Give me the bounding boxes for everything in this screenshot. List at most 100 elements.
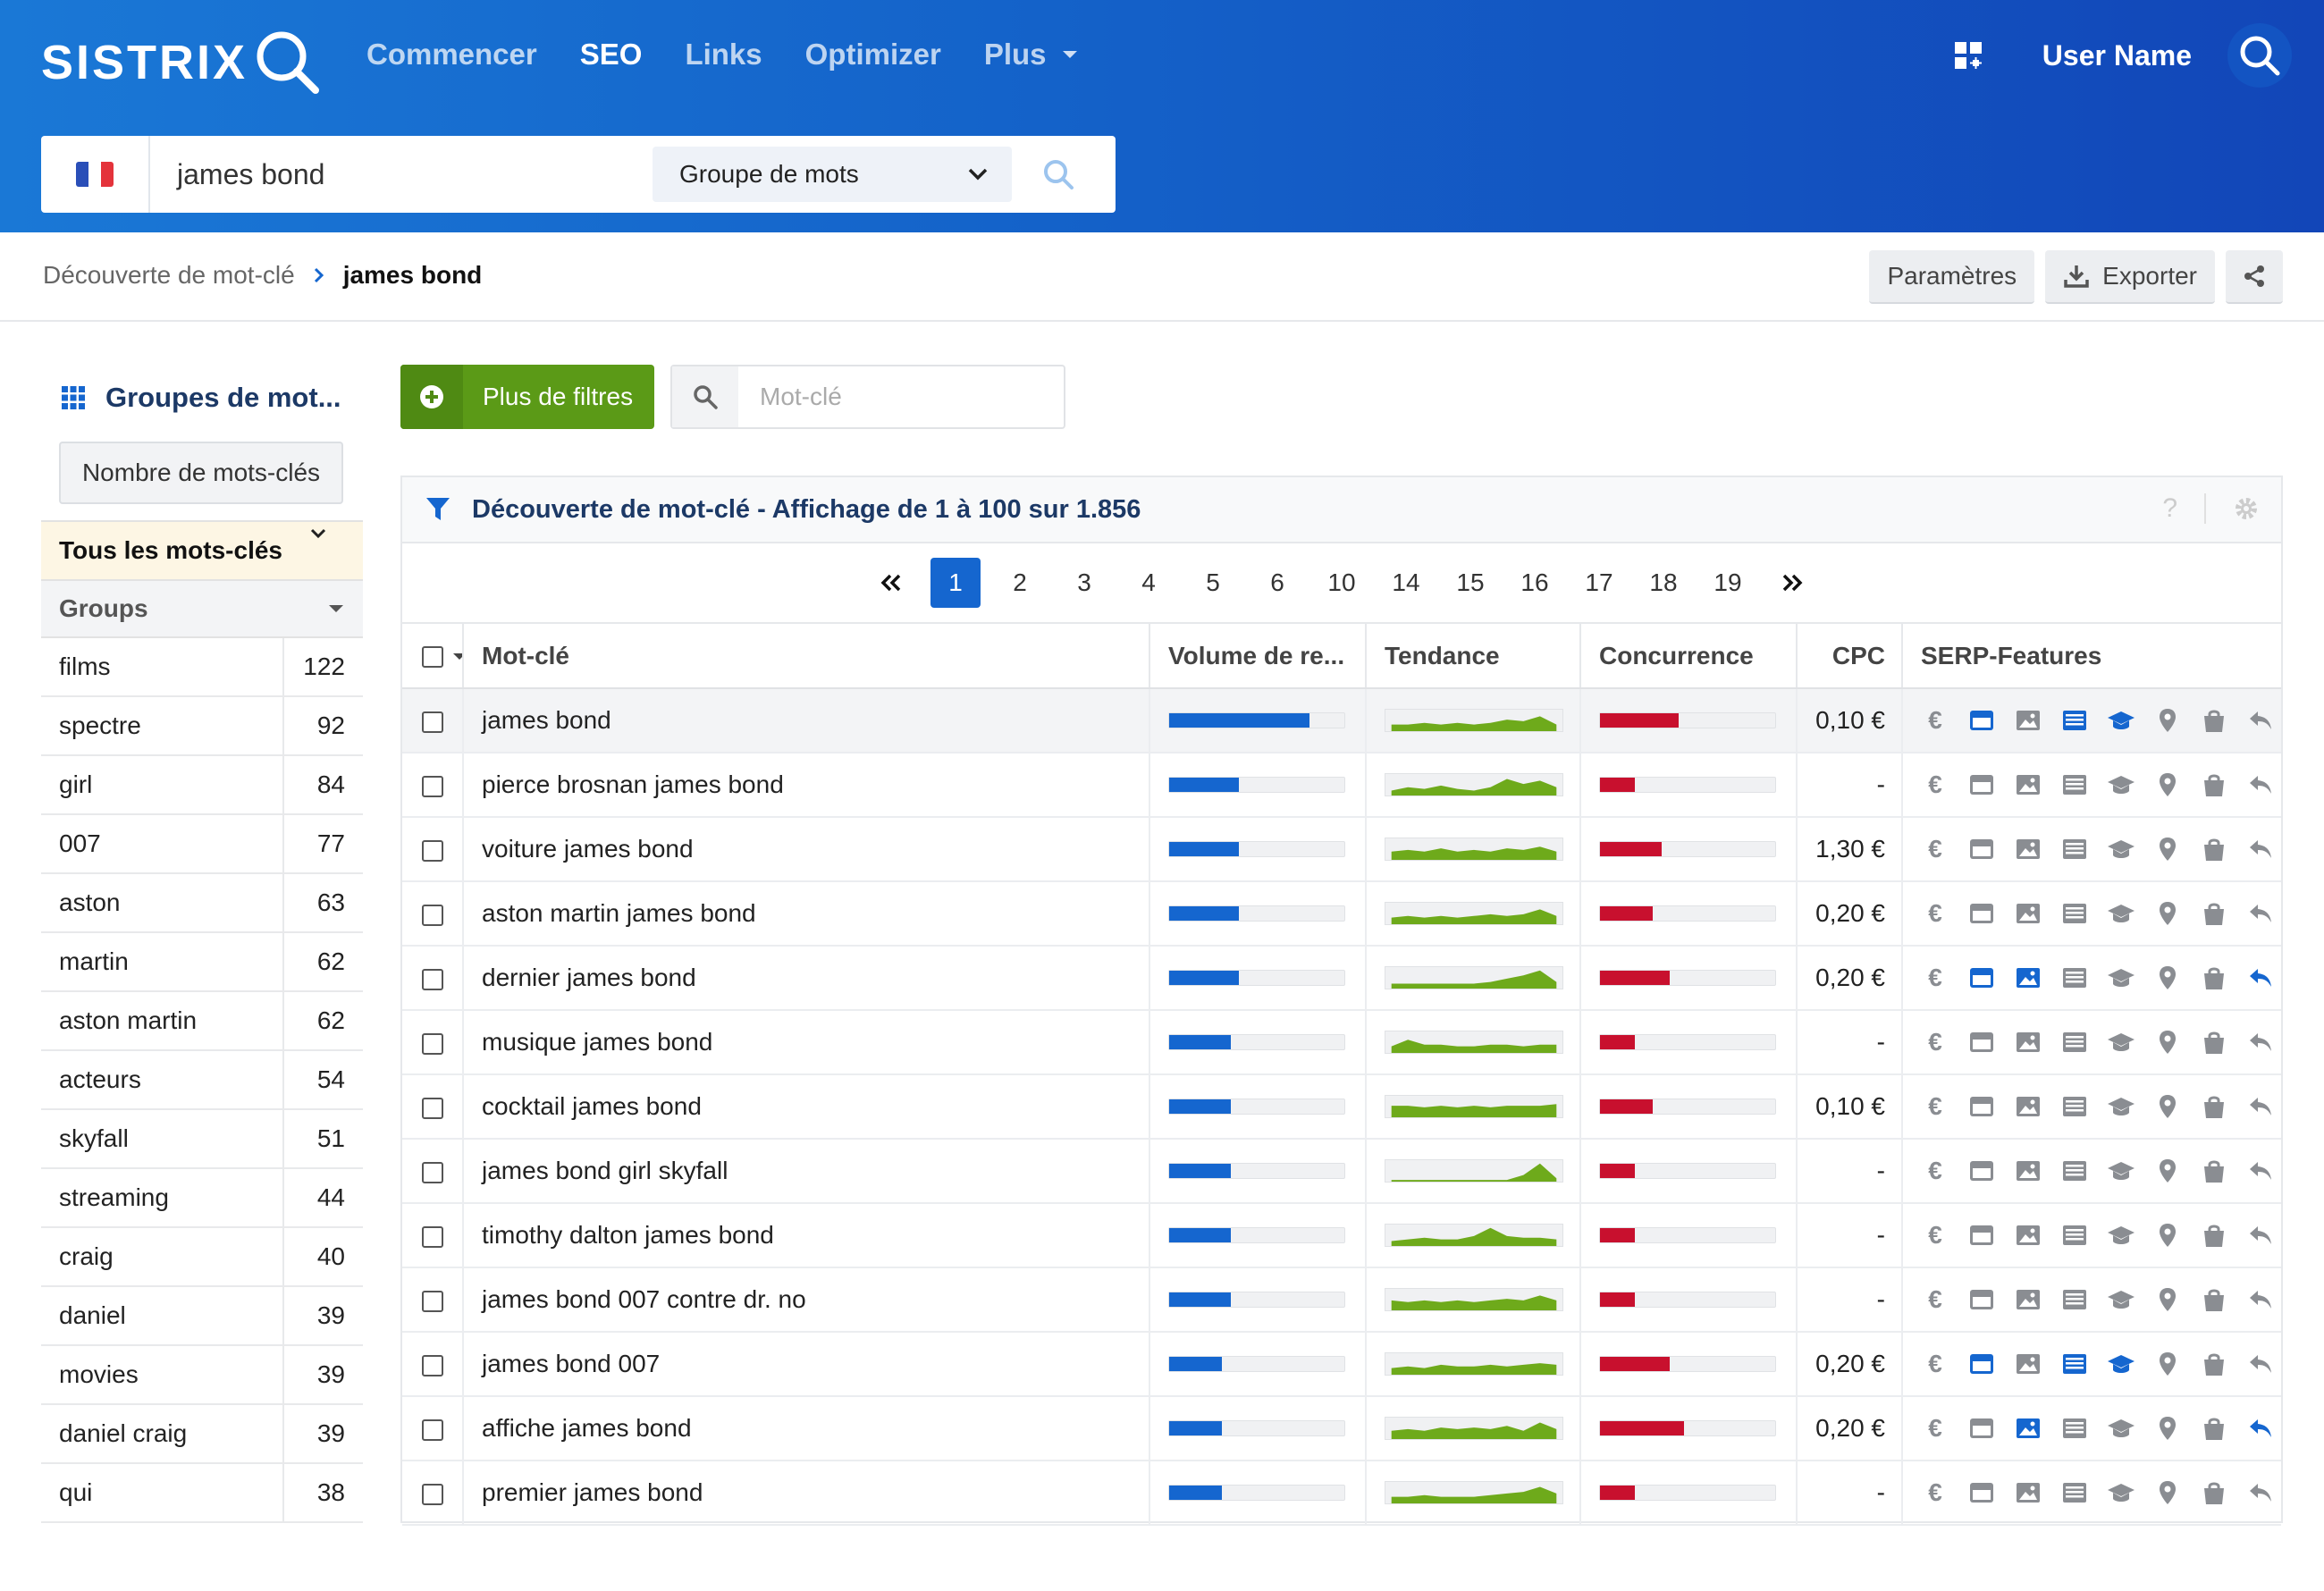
row-checkbox[interactable]: [422, 1161, 443, 1183]
table-row[interactable]: james bond 007 contre dr. no - €: [402, 1267, 2281, 1333]
euro-icon[interactable]: €: [1921, 964, 1949, 992]
location-icon[interactable]: [2153, 1350, 2182, 1378]
table-row[interactable]: dernier james bond 0,20 € €: [402, 946, 2281, 1011]
more-filters-button[interactable]: Plus de filtres: [400, 365, 654, 429]
page-link-18[interactable]: 18: [1649, 568, 1678, 596]
list-icon[interactable]: [2060, 899, 2089, 928]
education-icon[interactable]: [2107, 1285, 2135, 1314]
export-button[interactable]: Exporter: [2045, 250, 2215, 304]
page-link-16[interactable]: 16: [1520, 568, 1549, 596]
row-select[interactable]: [402, 1139, 464, 1204]
list-icon[interactable]: [2060, 1414, 2089, 1443]
image-icon[interactable]: [2014, 706, 2042, 735]
image-icon[interactable]: [2014, 835, 2042, 863]
group-item[interactable]: acteurs 54: [41, 1051, 363, 1110]
group-item[interactable]: girl 84: [41, 756, 363, 815]
row-select[interactable]: [402, 1010, 464, 1075]
reply-icon[interactable]: [2246, 1221, 2275, 1250]
sort-by-count-button[interactable]: Nombre de mots-clés: [59, 442, 343, 504]
image-icon[interactable]: [2014, 1414, 2042, 1443]
page-link-5[interactable]: 5: [1206, 568, 1220, 596]
col-trend[interactable]: Tendance: [1366, 624, 1581, 689]
image-icon[interactable]: [2014, 1350, 2042, 1378]
last-page-button[interactable]: [1767, 558, 1817, 608]
location-icon[interactable]: [2153, 706, 2182, 735]
list-icon[interactable]: [2060, 835, 2089, 863]
row-checkbox[interactable]: [422, 1483, 443, 1505]
page-link-10[interactable]: 10: [1327, 568, 1356, 596]
ad-banner-icon[interactable]: [1967, 1414, 1996, 1443]
location-icon[interactable]: [2153, 1221, 2182, 1250]
row-checkbox[interactable]: [422, 1225, 443, 1248]
location-icon[interactable]: [2153, 1478, 2182, 1507]
row-checkbox[interactable]: [422, 839, 443, 862]
euro-icon[interactable]: €: [1921, 1478, 1949, 1507]
row-select[interactable]: [402, 946, 464, 1011]
ad-banner-icon[interactable]: [1967, 835, 1996, 863]
list-icon[interactable]: [2060, 1092, 2089, 1121]
nav-links[interactable]: Links: [685, 38, 762, 71]
table-row[interactable]: timothy dalton james bond - €: [402, 1203, 2281, 1268]
shopping-icon[interactable]: [2200, 1350, 2228, 1378]
first-page-button[interactable]: [866, 558, 916, 608]
sistrix-logo[interactable]: SISTRIX: [41, 27, 323, 98]
keyword-cell[interactable]: aston martin james bond: [463, 881, 1150, 947]
shopping-icon[interactable]: [2200, 1221, 2228, 1250]
search-mode-select[interactable]: Groupe de mots: [653, 147, 1012, 202]
shopping-icon[interactable]: [2200, 706, 2228, 735]
ad-banner-icon[interactable]: [1967, 1478, 1996, 1507]
group-item[interactable]: daniel craig 39: [41, 1405, 363, 1464]
ad-banner-icon[interactable]: [1967, 1092, 1996, 1121]
education-icon[interactable]: [2107, 770, 2135, 799]
ad-banner-icon[interactable]: [1967, 964, 1996, 992]
row-select[interactable]: [402, 1396, 464, 1461]
user-name[interactable]: User Name: [2042, 38, 2192, 72]
keyword-cell[interactable]: cocktail james bond: [463, 1074, 1150, 1140]
page-link-3[interactable]: 3: [1077, 568, 1091, 596]
group-item[interactable]: daniel 39: [41, 1287, 363, 1346]
shopping-icon[interactable]: [2200, 1414, 2228, 1443]
nav-seo[interactable]: SEO: [579, 38, 643, 71]
ad-banner-icon[interactable]: [1967, 770, 1996, 799]
groups-dropdown[interactable]: Groups: [41, 579, 363, 638]
col-cpc[interactable]: CPC: [1797, 624, 1903, 689]
row-checkbox[interactable]: [422, 904, 443, 926]
page-link-17[interactable]: 17: [1585, 568, 1613, 596]
group-item[interactable]: qui 38: [41, 1464, 363, 1523]
education-icon[interactable]: [2107, 899, 2135, 928]
location-icon[interactable]: [2153, 1092, 2182, 1121]
ad-banner-icon[interactable]: [1967, 1221, 1996, 1250]
shopping-icon[interactable]: [2200, 964, 2228, 992]
list-icon[interactable]: [2060, 1350, 2089, 1378]
row-select[interactable]: [402, 1332, 464, 1397]
keyword-cell[interactable]: premier james bond: [463, 1461, 1150, 1526]
image-icon[interactable]: [2014, 1157, 2042, 1185]
reply-icon[interactable]: [2246, 1157, 2275, 1185]
education-icon[interactable]: [2107, 1028, 2135, 1056]
image-icon[interactable]: [2014, 1092, 2042, 1121]
settings-button[interactable]: Paramètres: [1869, 250, 2035, 304]
location-icon[interactable]: [2153, 964, 2182, 992]
page-link-1[interactable]: 1: [930, 558, 981, 608]
group-item[interactable]: 007 77: [41, 815, 363, 874]
row-select[interactable]: [402, 1267, 464, 1333]
location-icon[interactable]: [2153, 1157, 2182, 1185]
group-item[interactable]: films 122: [41, 638, 363, 697]
group-item[interactable]: aston martin 62: [41, 992, 363, 1051]
ad-banner-icon[interactable]: [1967, 1028, 1996, 1056]
nav-optimizer[interactable]: Optimizer: [804, 38, 941, 71]
location-icon[interactable]: [2153, 1028, 2182, 1056]
row-checkbox[interactable]: [422, 1097, 443, 1119]
all-keywords-item[interactable]: Tous les mots-clés: [41, 520, 363, 579]
share-button[interactable]: [2226, 250, 2283, 304]
apps-grid-icon[interactable]: [1953, 40, 1983, 71]
shopping-icon[interactable]: [2200, 1157, 2228, 1185]
reply-icon[interactable]: [2246, 1092, 2275, 1121]
nav-plus[interactable]: Plus: [984, 38, 1079, 72]
global-search-button[interactable]: [2227, 23, 2292, 88]
group-item[interactable]: aston 63: [41, 874, 363, 933]
image-icon[interactable]: [2014, 1028, 2042, 1056]
euro-icon[interactable]: €: [1921, 835, 1949, 863]
row-checkbox[interactable]: [422, 1418, 443, 1441]
reply-icon[interactable]: [2246, 1028, 2275, 1056]
